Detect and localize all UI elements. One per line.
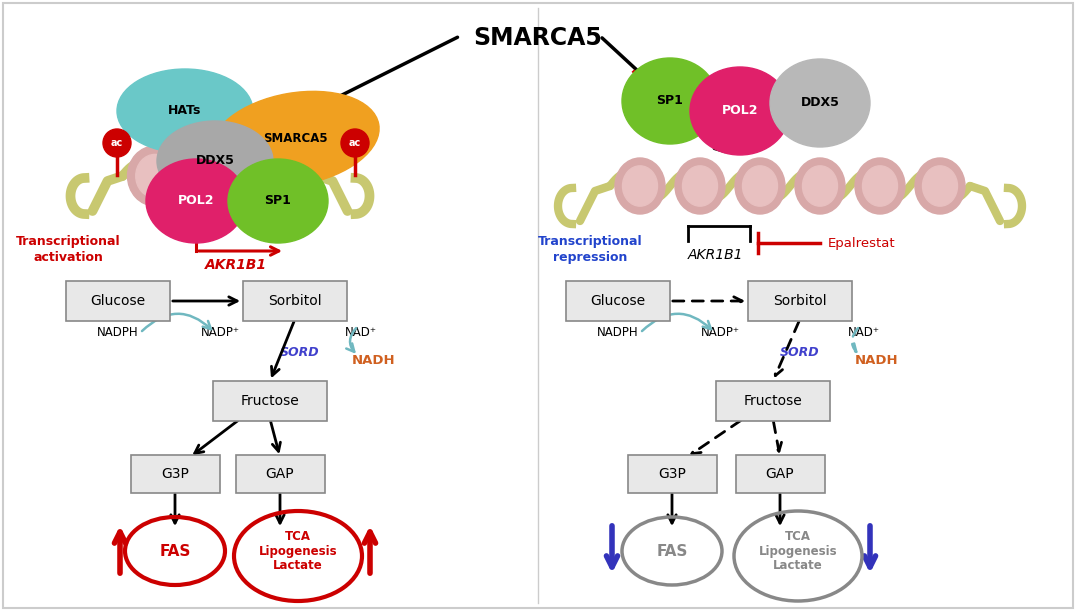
Text: Fructose: Fructose — [744, 394, 803, 408]
Ellipse shape — [146, 159, 246, 243]
Text: NADPH: NADPH — [97, 326, 139, 339]
FancyBboxPatch shape — [66, 281, 170, 321]
FancyBboxPatch shape — [130, 455, 220, 493]
Text: POL2: POL2 — [178, 194, 214, 208]
Ellipse shape — [735, 158, 785, 214]
Text: Fructose: Fructose — [241, 394, 299, 408]
Text: TCA
Lipogenesis
Lactate: TCA Lipogenesis Lactate — [759, 530, 837, 572]
Ellipse shape — [157, 121, 273, 201]
Text: NADPH: NADPH — [597, 326, 639, 339]
Text: Transcriptional
activation: Transcriptional activation — [16, 235, 121, 264]
Ellipse shape — [228, 159, 328, 243]
Text: SMARCA5: SMARCA5 — [263, 133, 327, 145]
Ellipse shape — [795, 158, 845, 214]
Text: Epalrestat: Epalrestat — [829, 236, 895, 249]
Ellipse shape — [266, 155, 305, 197]
Text: FAS: FAS — [656, 544, 688, 558]
Text: ac: ac — [111, 138, 123, 148]
Text: GAP: GAP — [266, 467, 295, 481]
Text: ac: ac — [349, 138, 362, 148]
Ellipse shape — [690, 67, 790, 155]
Text: NADP⁺: NADP⁺ — [200, 326, 240, 339]
Text: G3P: G3P — [161, 467, 189, 481]
Text: NADP⁺: NADP⁺ — [700, 326, 739, 339]
Text: FAS: FAS — [159, 544, 190, 558]
Ellipse shape — [136, 155, 174, 197]
Text: SORD: SORD — [780, 346, 820, 359]
FancyBboxPatch shape — [213, 381, 327, 421]
Ellipse shape — [675, 158, 725, 214]
Ellipse shape — [201, 155, 239, 197]
Ellipse shape — [863, 166, 897, 206]
Ellipse shape — [193, 146, 247, 206]
Text: TCA
Lipogenesis
Lactate: TCA Lipogenesis Lactate — [258, 530, 337, 572]
FancyBboxPatch shape — [748, 281, 852, 321]
Ellipse shape — [622, 58, 718, 144]
Ellipse shape — [742, 166, 778, 206]
Text: HATs: HATs — [168, 104, 201, 117]
FancyBboxPatch shape — [566, 281, 670, 321]
Text: SMARCA5: SMARCA5 — [473, 26, 603, 50]
Text: AKR1B1: AKR1B1 — [688, 248, 744, 262]
Text: GAP: GAP — [766, 467, 794, 481]
Circle shape — [103, 129, 131, 157]
FancyBboxPatch shape — [243, 281, 346, 321]
Text: G3P: G3P — [659, 467, 685, 481]
Text: Transcriptional
repression: Transcriptional repression — [538, 235, 642, 264]
Ellipse shape — [682, 166, 718, 206]
Text: Glucose: Glucose — [591, 294, 646, 308]
Text: ✕: ✕ — [627, 67, 657, 101]
Ellipse shape — [257, 146, 312, 206]
FancyBboxPatch shape — [236, 455, 325, 493]
Text: NAD⁺: NAD⁺ — [848, 326, 880, 339]
Text: SORD: SORD — [280, 346, 320, 359]
Text: AKR1B1: AKR1B1 — [206, 258, 267, 272]
Ellipse shape — [922, 166, 958, 206]
Ellipse shape — [915, 158, 965, 214]
Text: POL2: POL2 — [722, 104, 759, 117]
Ellipse shape — [623, 166, 657, 206]
Text: Glucose: Glucose — [90, 294, 145, 308]
FancyBboxPatch shape — [716, 381, 830, 421]
Ellipse shape — [803, 166, 837, 206]
Ellipse shape — [117, 69, 253, 153]
Ellipse shape — [211, 92, 379, 186]
Text: Sorbitol: Sorbitol — [268, 294, 322, 308]
Text: DDX5: DDX5 — [801, 97, 839, 109]
FancyBboxPatch shape — [736, 455, 824, 493]
Text: NAD⁺: NAD⁺ — [345, 326, 377, 339]
FancyBboxPatch shape — [627, 455, 717, 493]
Ellipse shape — [127, 146, 183, 206]
Ellipse shape — [615, 158, 665, 214]
Circle shape — [341, 129, 369, 157]
Ellipse shape — [770, 59, 870, 147]
Text: NADH: NADH — [855, 354, 898, 367]
Text: SP1: SP1 — [656, 95, 683, 108]
Text: SP1: SP1 — [265, 194, 292, 208]
Text: NADH: NADH — [352, 354, 396, 367]
Text: Sorbitol: Sorbitol — [774, 294, 826, 308]
Ellipse shape — [855, 158, 905, 214]
Text: DDX5: DDX5 — [196, 155, 235, 167]
